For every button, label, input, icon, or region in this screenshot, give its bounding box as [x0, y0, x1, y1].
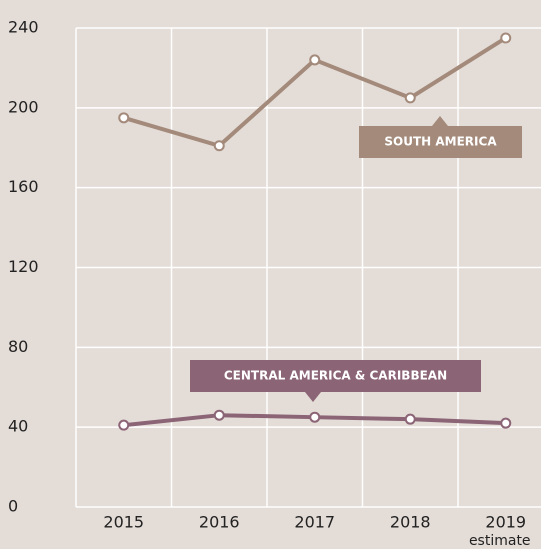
y-tick-label: 120	[8, 257, 39, 276]
series-label-pointer	[305, 392, 321, 402]
series-label-box	[359, 126, 522, 158]
x-note: estimate	[469, 533, 531, 549]
marker	[404, 413, 416, 425]
marker	[500, 32, 512, 44]
marker	[309, 411, 321, 423]
x-tick-label: 2017	[294, 513, 335, 532]
x-tick-label: 2015	[103, 513, 144, 532]
y-tick-label: 40	[8, 417, 28, 436]
y-tick-label: 200	[8, 97, 39, 116]
series-label-pointer	[432, 116, 448, 126]
marker	[118, 112, 130, 124]
y-tick-label: 160	[8, 177, 39, 196]
marker	[213, 409, 225, 421]
marker	[404, 92, 416, 104]
y-tick-label: 240	[8, 18, 39, 37]
series-label-box	[190, 360, 481, 392]
y-tick-label: 0	[8, 497, 18, 516]
x-tick-label: 2018	[390, 513, 431, 532]
marker	[500, 417, 512, 429]
marker	[118, 419, 130, 431]
x-tick-label: 2019	[485, 513, 526, 532]
x-tick-label: 2016	[199, 513, 240, 532]
legend-label: SOUTH AMERICA	[384, 135, 497, 149]
marker	[213, 140, 225, 152]
legend-label: CENTRAL AMERICA & CARIBBEAN	[224, 369, 447, 383]
marker	[309, 54, 321, 66]
y-tick-label: 80	[8, 337, 28, 356]
